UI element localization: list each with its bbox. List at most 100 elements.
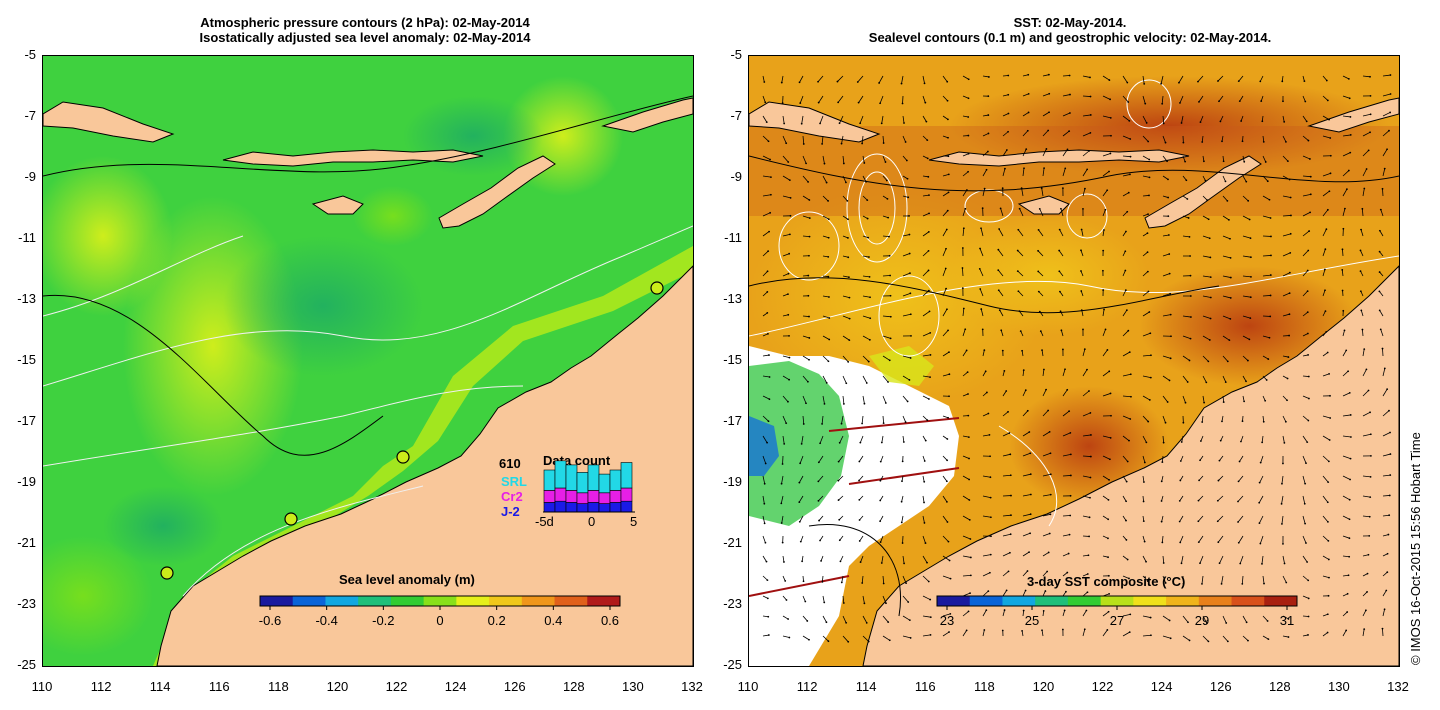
velocity-arrow [1322,95,1329,101]
velocity-arrow-head [1287,618,1290,620]
x-tick-label: 118 [973,679,995,694]
velocity-arrow-head [840,422,843,425]
velocity-arrow [1142,251,1148,257]
velocity-arrow-head [900,82,903,85]
colorbar-tick-label: 23 [940,613,954,628]
velocity-arrow-head [1289,252,1292,254]
velocity-arrow [1201,135,1204,143]
velocity-arrow [861,575,864,584]
velocity-arrow [1362,554,1369,557]
velocity-arrow [1282,135,1287,143]
velocity-arrow-head [1069,494,1072,497]
velocity-arrow-head [948,559,951,562]
velocity-arrow [1162,155,1168,162]
velocity-arrow-head [1209,276,1212,279]
velocity-arrow-head [781,463,784,465]
island-east [601,97,693,133]
velocity-arrow [762,115,768,123]
velocity-arrow [1302,175,1311,178]
velocity-arrow [1322,555,1330,560]
velocity-arrow-head [1288,334,1290,337]
velocity-arrow [1022,93,1029,97]
velocity-arrow [1262,615,1268,622]
velocity-arrow-head [1329,172,1332,175]
velocity-arrow [962,95,969,99]
legend-cr2: Cr2 [501,489,523,504]
velocity-arrow [880,455,884,462]
velocity-arrow-head [1262,140,1265,143]
velocity-arrow-head [1388,409,1390,412]
velocity-arrow [1179,515,1184,522]
velocity-arrow [922,75,925,84]
velocity-arrow-head [1228,218,1230,221]
tide-gauge-marker [650,281,664,295]
velocity-arrow [1142,435,1147,443]
velocity-arrow [1302,95,1306,102]
velocity-arrow [1342,392,1350,397]
velocity-arrow-head [1068,533,1071,536]
velocity-arrow-head [887,381,889,383]
velocity-arrow-head [780,522,783,524]
colorbar-segment [554,596,588,606]
velocity-arrow-head [807,294,810,297]
velocity-arrow-head [1267,358,1270,360]
velocity-arrow [1017,270,1024,277]
velocity-arrow-head [1107,610,1110,613]
velocity-arrow-head [1258,501,1261,504]
velocity-arrow [1237,495,1244,502]
velocity-arrow-head [1389,474,1392,476]
colorbar-segment [325,596,359,606]
velocity-arrow-head [1000,329,1003,332]
velocity-arrow-head [1103,308,1105,311]
velocity-arrow [998,290,1004,297]
sea-level-contour [998,425,1058,527]
velocity-arrow-head [1224,180,1227,183]
velocity-arrow [1062,149,1068,157]
velocity-arrow-head [1306,561,1309,563]
velocity-arrow-head [961,287,964,290]
velocity-arrow [842,295,850,298]
velocity-arrow [1102,171,1110,177]
x-tick-label: 124 [1150,679,1173,694]
velocity-arrow [1062,94,1071,97]
velocity-arrow-head [828,296,830,298]
velocity-arrow [982,609,987,617]
velocity-arrow-head [1240,120,1243,122]
velocity-arrow-head [789,196,792,199]
velocity-arrow-head [1068,130,1071,133]
velocity-arrow-head [863,162,866,164]
velocity-arrow [842,155,845,164]
velocity-arrow-head [764,462,767,465]
velocity-arrow-head [1145,441,1148,444]
velocity-arrow [1062,130,1070,137]
velocity-arrow-head [1037,249,1039,252]
velocity-arrow [822,235,829,239]
velocity-arrow-head [1389,111,1392,114]
velocity-arrow [861,415,864,424]
velocity-arrow [942,95,948,102]
velocity-arrow-head [1261,562,1263,565]
velocity-arrow [1161,455,1164,463]
velocity-arrow [1281,495,1284,504]
velocity-arrow-head [1089,455,1092,458]
velocity-arrow-head [1326,613,1329,616]
velocity-arrow-head [1179,460,1182,462]
legend-srl: SRL [501,474,527,489]
velocity-arrow-head [1270,235,1272,238]
velocity-arrow-head [998,309,1001,312]
velocity-arrow-head [1359,290,1362,293]
velocity-arrow-head [1229,317,1232,320]
velocity-arrow-head [1069,112,1071,114]
velocity-arrow [1082,75,1091,78]
velocity-arrow [962,630,967,637]
velocity-arrow-head [1109,436,1112,439]
velocity-arrow [1382,609,1385,617]
velocity-arrow-head [1240,440,1242,443]
velocity-arrow [1142,75,1145,84]
velocity-arrow [1102,393,1111,397]
velocity-arrow-head [823,601,826,604]
velocity-arrow-head [1187,621,1189,624]
velocity-arrow [901,515,904,523]
velocity-arrow [1322,115,1330,120]
cool-patch [869,346,934,386]
